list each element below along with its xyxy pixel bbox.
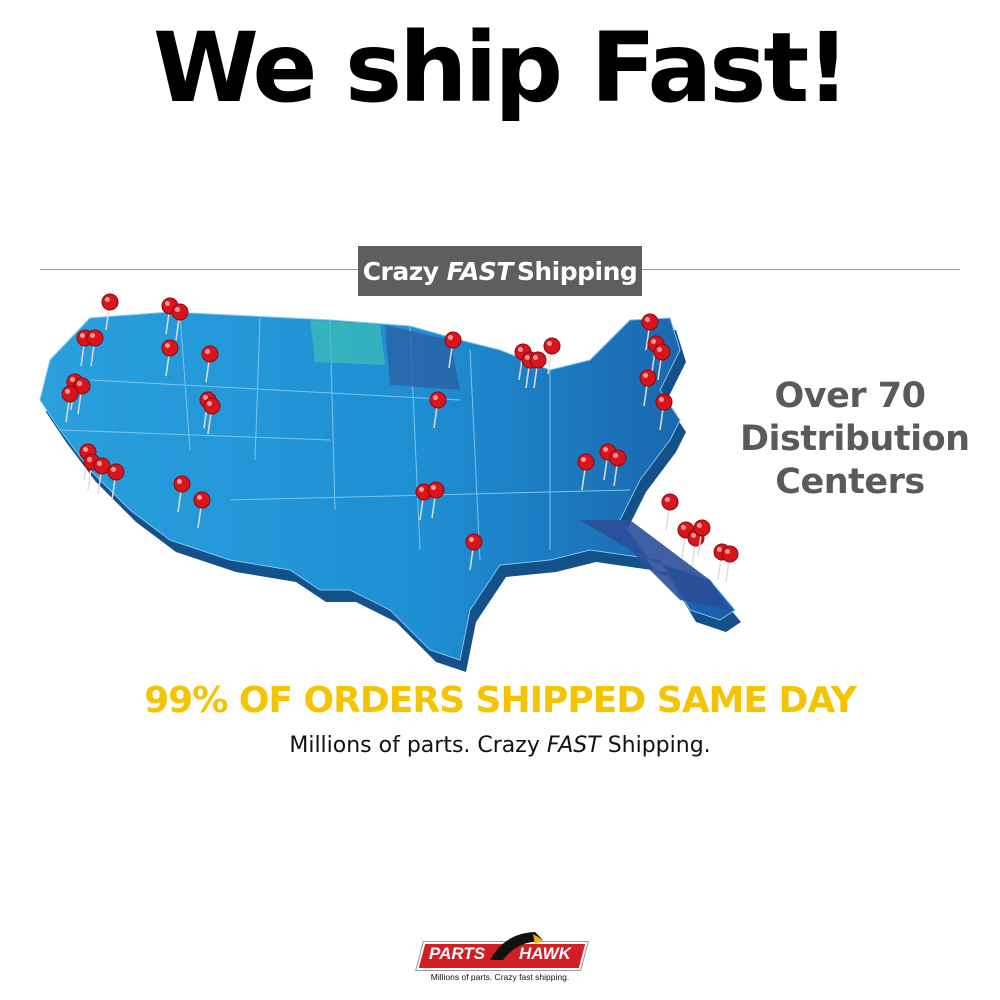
map-pin: [161, 339, 179, 377]
tagline-text-2: FAST: [546, 733, 601, 758]
map-pin: [693, 519, 711, 557]
map-pin: [193, 491, 211, 529]
map-pin: [427, 481, 445, 519]
map-pin: [429, 391, 447, 429]
map-pin: [609, 449, 627, 487]
logo-slogan: Millions of parts. Crazy fast shipping.: [430, 972, 570, 982]
shipping-banner: Crazy FAST Shipping: [358, 246, 642, 296]
same-day-heading: 99% OF ORDERS SHIPPED SAME DAY: [144, 680, 857, 721]
map-pin: [639, 369, 657, 407]
map-pin: [173, 475, 191, 513]
us-map: [39, 311, 741, 672]
us-map-with-pins: [39, 293, 741, 672]
map-pin: [201, 345, 219, 383]
map-pin: [73, 377, 91, 415]
logo-text-parts: PARTS: [429, 944, 486, 963]
hawk-icon: [490, 932, 543, 960]
map-pin: [86, 329, 104, 367]
parts-hawk-logo: PARTS HAWK Millions of parts. Crazy fast…: [415, 928, 588, 988]
map-pin: [171, 303, 189, 341]
tagline: Millions of parts. Crazy FAST Shipping.: [0, 733, 1000, 758]
map-pin: [415, 483, 433, 521]
banner-text-1: Crazy: [362, 256, 439, 286]
logo-text-hawk: HAWK: [519, 944, 571, 963]
headline: We ship Fast!: [152, 12, 850, 124]
map-pin: [203, 397, 221, 435]
map-pin: [61, 385, 79, 423]
banner-text-3: Shipping: [516, 256, 638, 286]
divider-right: [642, 269, 960, 270]
map-pin: [93, 457, 111, 495]
map-pin: [577, 453, 595, 491]
distribution-line-2: Distribution: [740, 419, 970, 459]
map-pin: [529, 351, 547, 389]
map-pin: [543, 337, 561, 375]
map-pin: [653, 343, 671, 381]
map-pin: [107, 463, 125, 501]
map-pin: [661, 493, 679, 531]
map-pin: [465, 533, 483, 571]
distribution-centers-text: Over 70 Distribution Centers: [740, 375, 970, 504]
distribution-line-3: Centers: [775, 462, 925, 502]
map-pin: [721, 545, 739, 583]
tagline-text-1: Millions of parts. Crazy: [289, 733, 540, 758]
map-pin: [444, 331, 462, 369]
divider-left: [40, 269, 358, 270]
tagline-text-3: Shipping.: [607, 733, 711, 758]
map-pin: [641, 313, 659, 351]
banner-text-2: FAST: [446, 256, 514, 286]
map-pin: [101, 293, 119, 331]
distribution-line-1: Over 70: [774, 376, 926, 416]
map-pin: [655, 393, 673, 431]
